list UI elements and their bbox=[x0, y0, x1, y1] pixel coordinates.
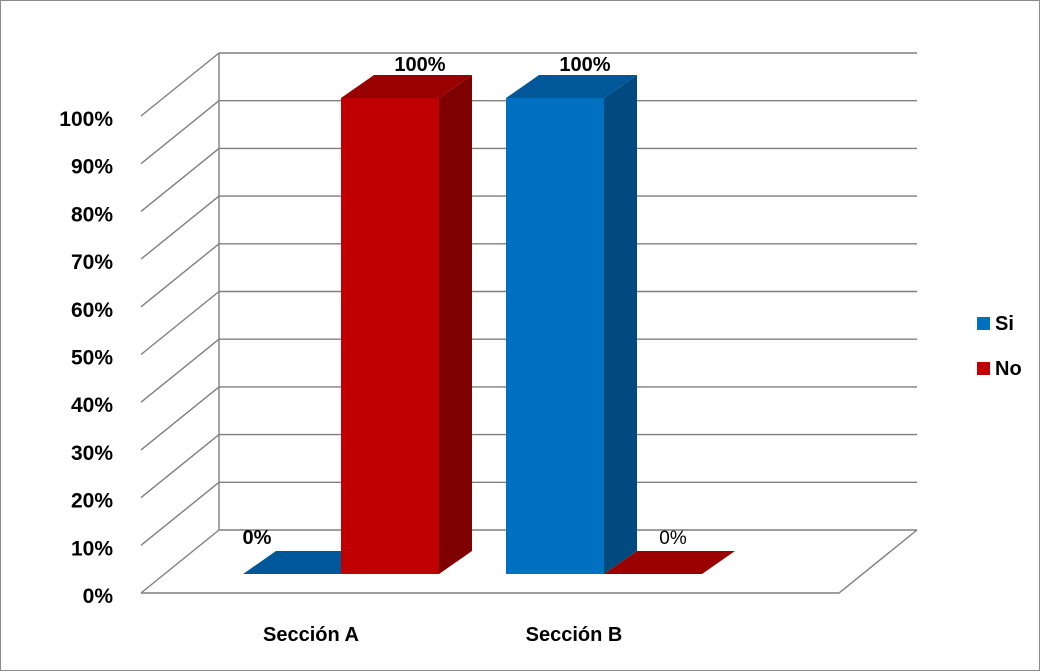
y-tick-label: 80% bbox=[71, 203, 113, 226]
gridline-side bbox=[140, 52, 220, 117]
legend-entry: Si bbox=[995, 313, 1014, 335]
bar-top bbox=[604, 551, 735, 574]
y-tick-label: 30% bbox=[71, 442, 113, 465]
y-tick-label: 60% bbox=[71, 299, 113, 322]
y-tick-label: 70% bbox=[71, 251, 113, 274]
data-label: 100% bbox=[559, 54, 610, 76]
gridline-side bbox=[140, 243, 220, 308]
floor-edge bbox=[141, 529, 918, 594]
x-tick-label: Sección B bbox=[526, 624, 623, 646]
bar-front bbox=[506, 98, 604, 574]
gridline-side bbox=[140, 434, 220, 499]
bar-side bbox=[439, 75, 472, 574]
y-tick-label: 90% bbox=[71, 156, 113, 179]
bar-top bbox=[341, 75, 472, 98]
gridline-side bbox=[140, 481, 220, 546]
gridline-side bbox=[140, 147, 220, 212]
y-tick-label: 0% bbox=[83, 585, 114, 608]
y-tick-label: 40% bbox=[71, 394, 113, 417]
gridline-side bbox=[140, 386, 220, 451]
bar-side bbox=[604, 75, 637, 574]
y-tick-label: 20% bbox=[71, 490, 113, 513]
bar-front bbox=[341, 98, 439, 574]
gridline-side bbox=[140, 290, 220, 356]
gridline-side bbox=[140, 338, 220, 403]
x-tick-label: Sección A bbox=[263, 624, 359, 646]
legend-entry: No bbox=[995, 358, 1022, 380]
y-tick-label: 100% bbox=[59, 108, 113, 131]
y-tick-label: 10% bbox=[71, 537, 113, 560]
data-label: 100% bbox=[394, 54, 445, 76]
legend-swatch bbox=[977, 362, 990, 375]
bar-top bbox=[506, 75, 637, 98]
y-tick-label: 50% bbox=[71, 347, 113, 370]
gridline-side bbox=[140, 529, 220, 594]
legend-swatch bbox=[977, 317, 990, 330]
gridline-side bbox=[140, 100, 220, 165]
data-label: 0% bbox=[659, 528, 687, 549]
gridline-side bbox=[140, 195, 220, 260]
data-label: 0% bbox=[243, 527, 272, 549]
